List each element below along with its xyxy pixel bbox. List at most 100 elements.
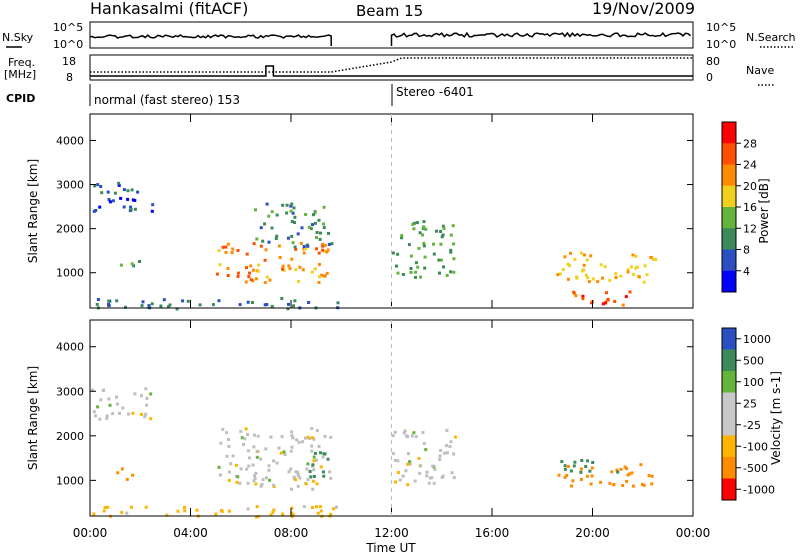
power-cell xyxy=(418,231,422,235)
power-cell xyxy=(315,235,318,239)
power-cell xyxy=(586,276,590,280)
power-cell xyxy=(318,263,321,266)
velocity-cell xyxy=(281,512,285,516)
nsky-tick-bottom: 10^0 xyxy=(53,38,83,51)
power-cell xyxy=(584,273,588,277)
power-cell xyxy=(315,231,319,234)
power-cell xyxy=(585,258,589,262)
velocity-cell xyxy=(312,455,316,459)
power-cell xyxy=(321,244,325,248)
power-cell xyxy=(432,242,435,246)
power-cell xyxy=(587,280,591,284)
power-cell xyxy=(95,302,99,306)
power-cell xyxy=(635,265,639,269)
velocity-cell xyxy=(401,474,405,478)
power-cell xyxy=(247,275,251,279)
velocity-cell xyxy=(589,482,593,486)
velocity-cell xyxy=(259,457,263,461)
velocity-cell xyxy=(396,471,400,474)
velocity-cell xyxy=(323,452,327,456)
velocity-cell xyxy=(580,459,584,462)
power-cell xyxy=(236,271,240,275)
power-colorbar-tick-label: 12 xyxy=(743,222,757,235)
velocity-cell xyxy=(304,436,307,440)
power-cell xyxy=(317,218,321,222)
velocity-cell xyxy=(579,478,583,481)
power-cell xyxy=(330,242,334,246)
power-cell xyxy=(645,273,649,277)
power-cell xyxy=(313,267,317,271)
velocity-colorbar-tick-label: -100 xyxy=(743,440,768,453)
power-cell xyxy=(568,264,571,268)
velocity-cell xyxy=(140,394,143,398)
velocity-cell xyxy=(125,477,129,481)
power-cell xyxy=(277,244,281,248)
velocity-cell xyxy=(557,473,561,477)
power-cell xyxy=(224,245,228,249)
power-cell xyxy=(575,275,579,279)
power-cell xyxy=(642,280,646,284)
power-cell xyxy=(147,304,151,308)
power-cell xyxy=(574,294,578,298)
nave-label: Nave xyxy=(746,64,774,77)
power-cell xyxy=(249,264,253,268)
power-cell xyxy=(140,304,144,308)
power-cell xyxy=(400,236,404,240)
power-cell xyxy=(117,183,121,187)
power-cell xyxy=(313,211,317,215)
velocity-cell xyxy=(242,443,245,446)
velocity-cell xyxy=(438,454,442,458)
velocity-ylabel: Slant Range [km] xyxy=(26,366,40,470)
velocity-cell xyxy=(335,505,338,509)
power-colorbar-tick-label: 20 xyxy=(743,180,757,193)
power-cell xyxy=(626,270,630,274)
velocity-cell xyxy=(125,511,129,515)
power-cell xyxy=(98,205,102,209)
power-colorbar-swatch xyxy=(722,249,736,272)
power-cell xyxy=(267,240,271,244)
velocity-cell xyxy=(579,470,583,474)
power-cell xyxy=(400,234,404,238)
power-cell xyxy=(424,227,428,231)
power-colorbar-tick-label: 28 xyxy=(743,137,757,150)
velocity-cell xyxy=(259,484,263,488)
power-cell xyxy=(304,247,307,251)
power-cell xyxy=(288,267,292,271)
velocity-colorbar-tick-label: -25 xyxy=(743,419,761,432)
power-cell xyxy=(275,213,279,217)
beam-label: Beam 15 xyxy=(356,2,423,20)
velocity-cell xyxy=(398,478,402,482)
nsky-trace-2 xyxy=(390,31,691,46)
velocity-cell xyxy=(143,415,147,419)
freq-panel: Freq. [MHz] 18 8 80 0 Nave xyxy=(4,54,775,86)
velocity-cell xyxy=(640,482,644,486)
velocity-cell xyxy=(290,445,294,449)
velocity-cell xyxy=(252,445,256,449)
velocity-cell xyxy=(323,434,327,438)
power-cell xyxy=(286,236,290,240)
power-ytick-label: 1000 xyxy=(56,267,84,280)
power-cell xyxy=(285,211,289,215)
power-cell xyxy=(322,226,326,230)
power-cell xyxy=(244,280,248,284)
power-ytick-label: 4000 xyxy=(56,134,84,147)
power-cell xyxy=(275,234,279,238)
power-colorbar-swatch xyxy=(722,207,736,229)
power-cell xyxy=(246,300,250,304)
power-cell xyxy=(422,226,426,230)
power-cell xyxy=(651,257,655,261)
velocity-cell xyxy=(406,462,410,466)
power-cell xyxy=(252,242,256,246)
velocity-colorbar-tick-label: 1000 xyxy=(743,333,771,346)
velocity-cell xyxy=(579,467,583,471)
power-cell xyxy=(226,242,230,246)
velocity-cell xyxy=(563,464,567,468)
velocity-cell xyxy=(130,505,133,509)
power-cell xyxy=(621,303,625,307)
velocity-colorbar-tick-label: -500 xyxy=(743,462,768,475)
power-cell xyxy=(294,247,298,251)
power-cell xyxy=(231,247,235,251)
time-axis-labels: 00:00 04:00 08:00 12:00 16:00 20:00 00:00 xyxy=(73,526,711,540)
power-cell xyxy=(186,299,190,303)
power-cell xyxy=(292,206,296,210)
